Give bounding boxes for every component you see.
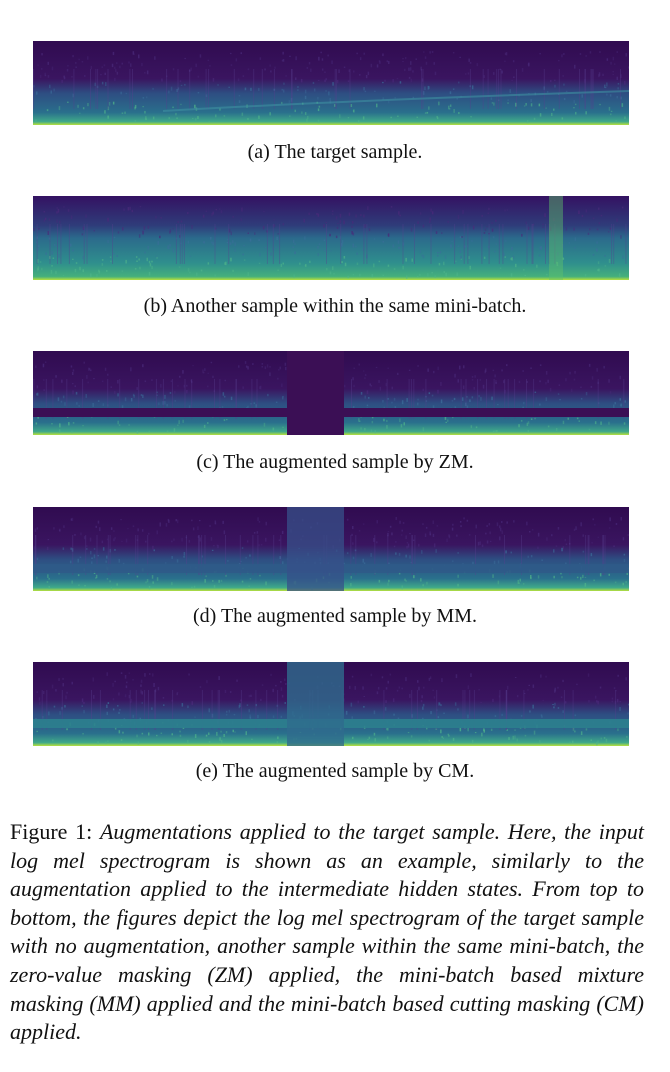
spectrogram-mm-image: [33, 507, 629, 591]
figure-caption: Figure 1: Augmentations applied to the t…: [10, 818, 644, 1047]
cm-time-mask: [287, 662, 344, 746]
caption-mm: (d) The augmented sample by MM.: [192, 605, 477, 627]
caption-cm: (e) The augmented sample by CM.: [195, 760, 475, 782]
spectrogram-target: [33, 41, 629, 125]
spectrogram-cm-image: [33, 662, 629, 746]
spectrogram-texture: [33, 517, 629, 591]
spectrogram-other-sample: [33, 196, 629, 280]
caption-zm: (c) The augmented sample by ZM.: [196, 451, 474, 473]
spectrogram-mm: [33, 507, 629, 591]
spectrogram-other-sample-image: [33, 196, 629, 280]
caption-other-sample: (b) Another sample within the same mini-…: [143, 295, 527, 317]
spectrogram-cm: [33, 662, 629, 746]
mm-time-mask: [287, 507, 344, 591]
spectrogram-texture: [33, 206, 627, 279]
spectrogram-zm-image: [33, 351, 629, 435]
zm-time-mask: [287, 351, 344, 435]
spectrogram-zm: [33, 351, 629, 435]
caption-target: (a) The target sample.: [247, 141, 423, 163]
spectrogram-texture: [35, 672, 629, 746]
figure-caption-text: Augmentations applied to the target samp…: [10, 819, 644, 1045]
spectrogram-target-image: [33, 41, 629, 125]
figure-label: Figure 1:: [10, 819, 93, 844]
spectrogram-texture: [33, 51, 629, 124]
